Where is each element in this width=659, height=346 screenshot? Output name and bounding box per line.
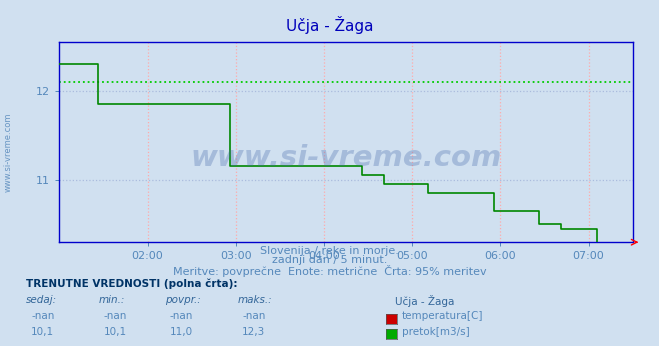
Text: 10,1: 10,1: [103, 327, 127, 337]
Text: zadnji dan / 5 minut.: zadnji dan / 5 minut.: [272, 255, 387, 265]
Text: www.si-vreme.com: www.si-vreme.com: [190, 144, 501, 172]
Text: 11,0: 11,0: [169, 327, 193, 337]
Text: -nan: -nan: [169, 311, 193, 321]
Text: sedaj:: sedaj:: [26, 295, 57, 305]
Text: Slovenija / reke in morje.: Slovenija / reke in morje.: [260, 246, 399, 256]
Text: www.si-vreme.com: www.si-vreme.com: [3, 112, 13, 192]
Text: -nan: -nan: [103, 311, 127, 321]
Text: min.:: min.:: [99, 295, 125, 305]
Text: -nan: -nan: [242, 311, 266, 321]
Text: temperatura[C]: temperatura[C]: [402, 311, 484, 321]
Text: Meritve: povprečne  Enote: metrične  Črta: 95% meritev: Meritve: povprečne Enote: metrične Črta:…: [173, 265, 486, 277]
Text: maks.:: maks.:: [237, 295, 272, 305]
Text: povpr.:: povpr.:: [165, 295, 200, 305]
Text: -nan: -nan: [31, 311, 55, 321]
Text: Učja - Žaga: Učja - Žaga: [395, 295, 455, 307]
Text: 12,3: 12,3: [242, 327, 266, 337]
Text: TRENUTNE VREDNOSTI (polna črta):: TRENUTNE VREDNOSTI (polna črta):: [26, 279, 238, 289]
Text: pretok[m3/s]: pretok[m3/s]: [402, 327, 470, 337]
Text: Učja - Žaga: Učja - Žaga: [286, 16, 373, 34]
Text: 10,1: 10,1: [31, 327, 55, 337]
